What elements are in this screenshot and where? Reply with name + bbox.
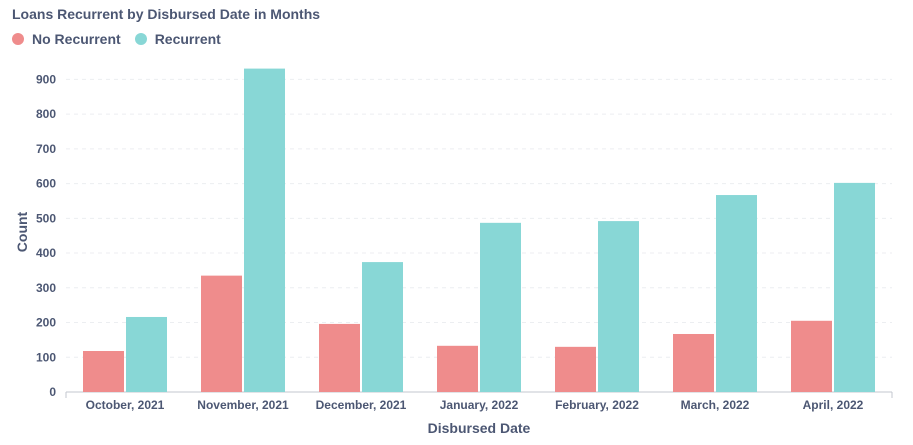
legend-label-no-recurrent: No Recurrent bbox=[32, 31, 121, 47]
legend-item-no-recurrent[interactable]: No Recurrent bbox=[12, 31, 121, 47]
y-tick-label-400: 400 bbox=[36, 246, 56, 260]
bar-no-recurrent-4 bbox=[555, 346, 596, 392]
legend: No Recurrent Recurrent bbox=[12, 31, 235, 47]
bar-recurrent-6 bbox=[834, 182, 875, 392]
bar-no-recurrent-1 bbox=[201, 275, 242, 392]
legend-dot-no-recurrent bbox=[12, 33, 24, 45]
y-axis-title: Count bbox=[14, 211, 30, 252]
bar-no-recurrent-0 bbox=[83, 351, 124, 392]
y-tick-label-800: 800 bbox=[36, 107, 56, 121]
bar-recurrent-1 bbox=[244, 68, 285, 392]
x-tick-label-2: December, 2021 bbox=[316, 398, 407, 412]
y-tick-label-0: 0 bbox=[49, 385, 56, 399]
x-tick-label-4: February, 2022 bbox=[555, 398, 639, 412]
bar-recurrent-2 bbox=[362, 262, 403, 392]
x-tick-label-5: March, 2022 bbox=[681, 398, 750, 412]
legend-label-recurrent: Recurrent bbox=[154, 31, 221, 47]
y-tick-label-700: 700 bbox=[36, 142, 56, 156]
bar-recurrent-4 bbox=[598, 221, 639, 392]
legend-item-recurrent[interactable]: Recurrent bbox=[134, 31, 221, 47]
y-tick-label-300: 300 bbox=[36, 281, 56, 295]
legend-dot-recurrent bbox=[134, 33, 147, 45]
y-tick-label-200: 200 bbox=[36, 316, 56, 330]
chart-title: Loans Recurrent by Disbursed Date in Mon… bbox=[12, 6, 321, 22]
y-tick-label-100: 100 bbox=[36, 350, 56, 364]
bar-no-recurrent-2 bbox=[319, 323, 360, 392]
x-tick-label-1: November, 2021 bbox=[197, 398, 289, 412]
x-axis-title: Disbursed Date bbox=[428, 420, 531, 436]
x-tick-label-3: January, 2022 bbox=[440, 398, 519, 412]
y-tick-label-900: 900 bbox=[36, 72, 56, 86]
x-tick-label-0: October, 2021 bbox=[86, 398, 165, 412]
x-tick-label-6: April, 2022 bbox=[803, 398, 864, 412]
bar-recurrent-3 bbox=[480, 222, 521, 392]
bar-no-recurrent-5 bbox=[673, 333, 714, 392]
bar-recurrent-0 bbox=[126, 316, 167, 392]
y-tick-label-500: 500 bbox=[36, 211, 56, 225]
bar-no-recurrent-6 bbox=[791, 320, 832, 392]
bar-recurrent-5 bbox=[716, 195, 757, 392]
bar-no-recurrent-3 bbox=[437, 345, 478, 392]
y-tick-label-600: 600 bbox=[36, 177, 56, 191]
